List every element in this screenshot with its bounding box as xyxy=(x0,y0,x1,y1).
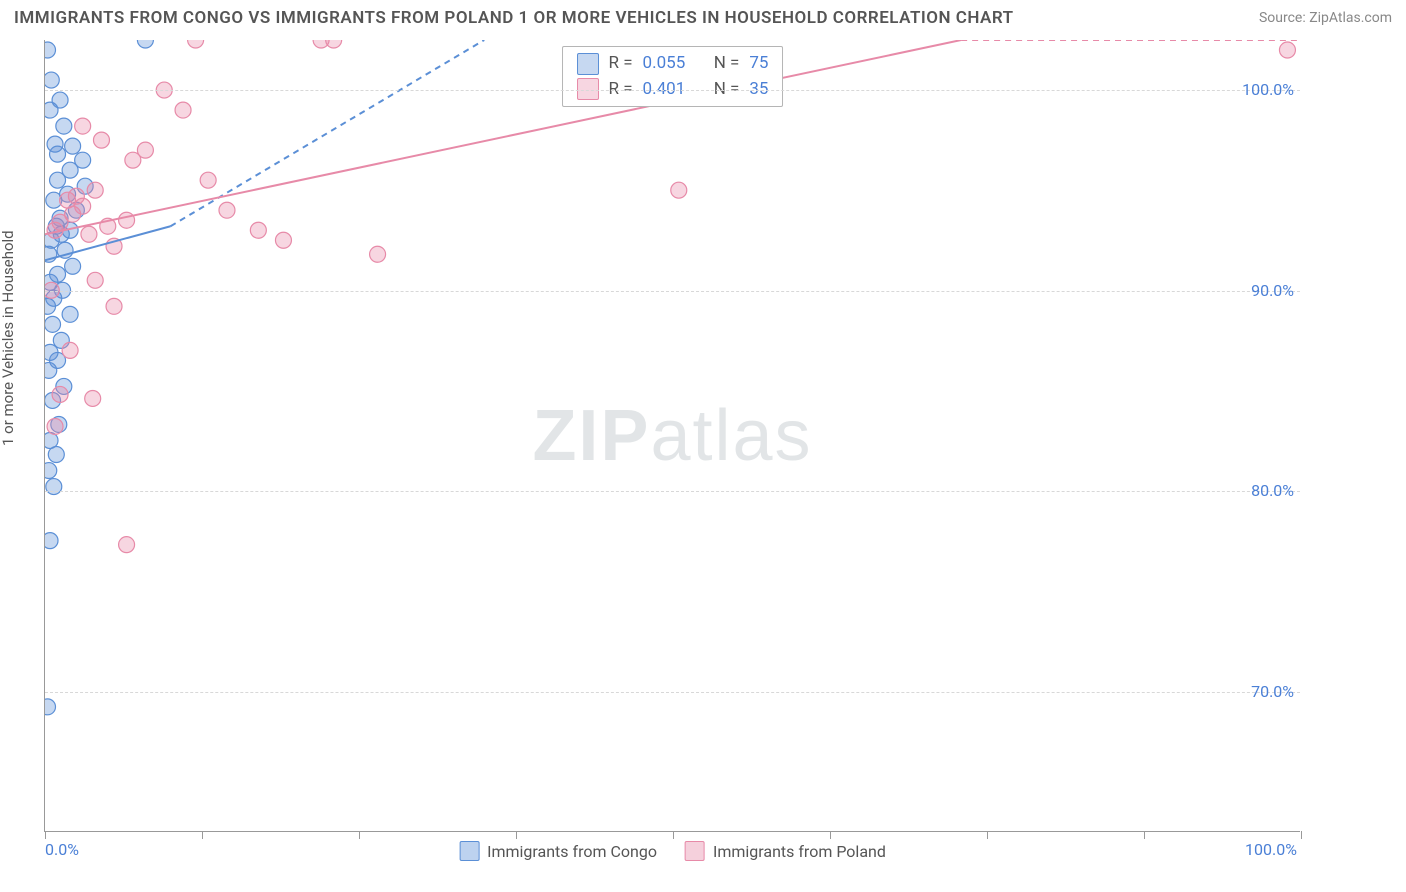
data-point xyxy=(250,222,266,238)
x-tick-mark xyxy=(830,831,831,839)
x-tick-mark xyxy=(673,831,674,839)
legend-row-congo: R = 0.055 N = 75 xyxy=(577,51,769,77)
data-point xyxy=(1279,42,1295,58)
data-point xyxy=(48,447,64,463)
n-label: N = xyxy=(714,51,740,77)
data-point xyxy=(137,40,153,48)
n-value-congo: 75 xyxy=(749,51,768,77)
chart-title: IMMIGRANTS FROM CONGO VS IMMIGRANTS FROM… xyxy=(14,8,1014,28)
data-point xyxy=(671,182,687,198)
data-point xyxy=(175,102,191,118)
x-tick-label: 100.0% xyxy=(1245,840,1297,859)
trend-line-solid xyxy=(45,40,961,234)
grid-line xyxy=(45,491,1300,492)
data-point xyxy=(45,699,56,715)
data-point xyxy=(45,298,56,314)
data-point xyxy=(45,362,57,378)
data-point xyxy=(106,298,122,314)
bottom-legend-congo: Immigrants from Congo xyxy=(459,841,657,861)
grid-line xyxy=(45,291,1300,292)
correlation-legend: R = 0.055 N = 75 R = 0.401 N = 35 xyxy=(562,46,784,107)
x-tick-mark xyxy=(45,831,46,839)
data-point xyxy=(45,533,58,549)
data-point xyxy=(219,202,235,218)
legend-swatch-congo xyxy=(577,53,599,75)
data-point xyxy=(68,188,84,204)
x-tick-mark xyxy=(516,831,517,839)
x-tick-mark xyxy=(1301,831,1302,839)
data-point xyxy=(62,306,78,322)
x-tick-label: 0.0% xyxy=(45,840,79,859)
y-tick-label: 70.0% xyxy=(1251,682,1294,701)
data-point xyxy=(56,118,72,134)
x-tick-mark xyxy=(987,831,988,839)
data-point xyxy=(52,386,68,402)
grid-line xyxy=(45,692,1300,693)
y-tick-label: 80.0% xyxy=(1251,481,1294,500)
x-tick-mark xyxy=(359,831,360,839)
grid-line xyxy=(45,90,1300,91)
chart-area: ZIPatlas R = 0.055 N = 75 R = 0.401 N = … xyxy=(44,40,1300,832)
data-point xyxy=(50,146,66,162)
data-point xyxy=(45,42,56,58)
bottom-legend: Immigrants from Congo Immigrants from Po… xyxy=(459,841,886,861)
data-point xyxy=(65,258,81,274)
data-point xyxy=(62,342,78,358)
data-point xyxy=(87,272,103,288)
data-point xyxy=(45,463,57,479)
source-label: Source: ZipAtlas.com xyxy=(1259,10,1392,26)
data-point xyxy=(119,212,135,228)
bottom-swatch-congo xyxy=(459,841,479,861)
x-tick-mark xyxy=(1144,831,1145,839)
r-label: R = xyxy=(609,51,633,77)
y-axis-label: 1 or more Vehicles in Household xyxy=(0,230,17,446)
data-point xyxy=(188,40,204,48)
data-point xyxy=(87,182,103,198)
data-point xyxy=(52,92,68,108)
bottom-legend-poland: Immigrants from Poland xyxy=(685,841,886,861)
data-point xyxy=(275,232,291,248)
data-point xyxy=(45,316,61,332)
data-point xyxy=(46,479,62,495)
data-point xyxy=(326,40,342,48)
x-tick-mark xyxy=(202,831,203,839)
data-point xyxy=(137,142,153,158)
r-value-congo: 0.055 xyxy=(643,51,686,77)
data-point xyxy=(47,418,63,434)
y-tick-label: 100.0% xyxy=(1242,80,1294,99)
data-point xyxy=(75,118,91,134)
data-point xyxy=(85,390,101,406)
data-point xyxy=(75,152,91,168)
data-point xyxy=(93,132,109,148)
plot-svg xyxy=(45,40,1300,831)
data-point xyxy=(65,138,81,154)
data-point xyxy=(370,246,386,262)
data-point xyxy=(200,172,216,188)
bottom-label-poland: Immigrants from Poland xyxy=(713,842,886,861)
data-point xyxy=(81,226,97,242)
data-point xyxy=(119,537,135,553)
bottom-label-congo: Immigrants from Congo xyxy=(487,842,657,861)
data-point xyxy=(50,172,66,188)
bottom-swatch-poland xyxy=(685,841,705,861)
data-point xyxy=(45,72,59,88)
y-tick-label: 90.0% xyxy=(1251,281,1294,300)
